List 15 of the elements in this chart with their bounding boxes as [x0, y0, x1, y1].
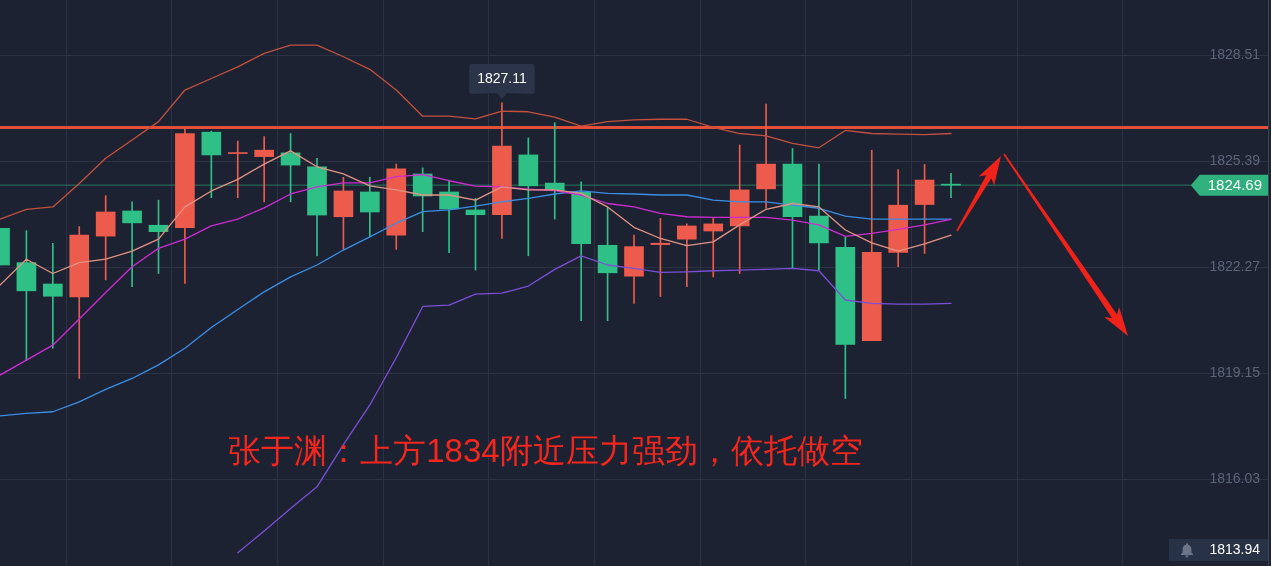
candlestick: [43, 242, 63, 349]
y-tick-label: 1813.94: [1209, 541, 1261, 558]
y-tick-label: 1828.51: [1209, 46, 1261, 63]
annotation: 1827.11: [477, 70, 527, 87]
candlestick: [703, 218, 724, 278]
candlestick: [254, 136, 274, 203]
y-tick-label: 1825.39: [1209, 152, 1261, 169]
y-tick-label: 1816.03: [1209, 470, 1261, 487]
ref-line-label: 1824.69: [1207, 175, 1262, 193]
annotation: 张于渊：上方1834附近压力强劲，依托做空: [228, 431, 863, 469]
candlestick: [122, 201, 142, 288]
y-tick-label: 1819.15: [1209, 364, 1261, 381]
candlestick: [677, 223, 697, 288]
candlestick: [227, 140, 248, 199]
y-tick-label: 1822.27: [1209, 258, 1261, 275]
